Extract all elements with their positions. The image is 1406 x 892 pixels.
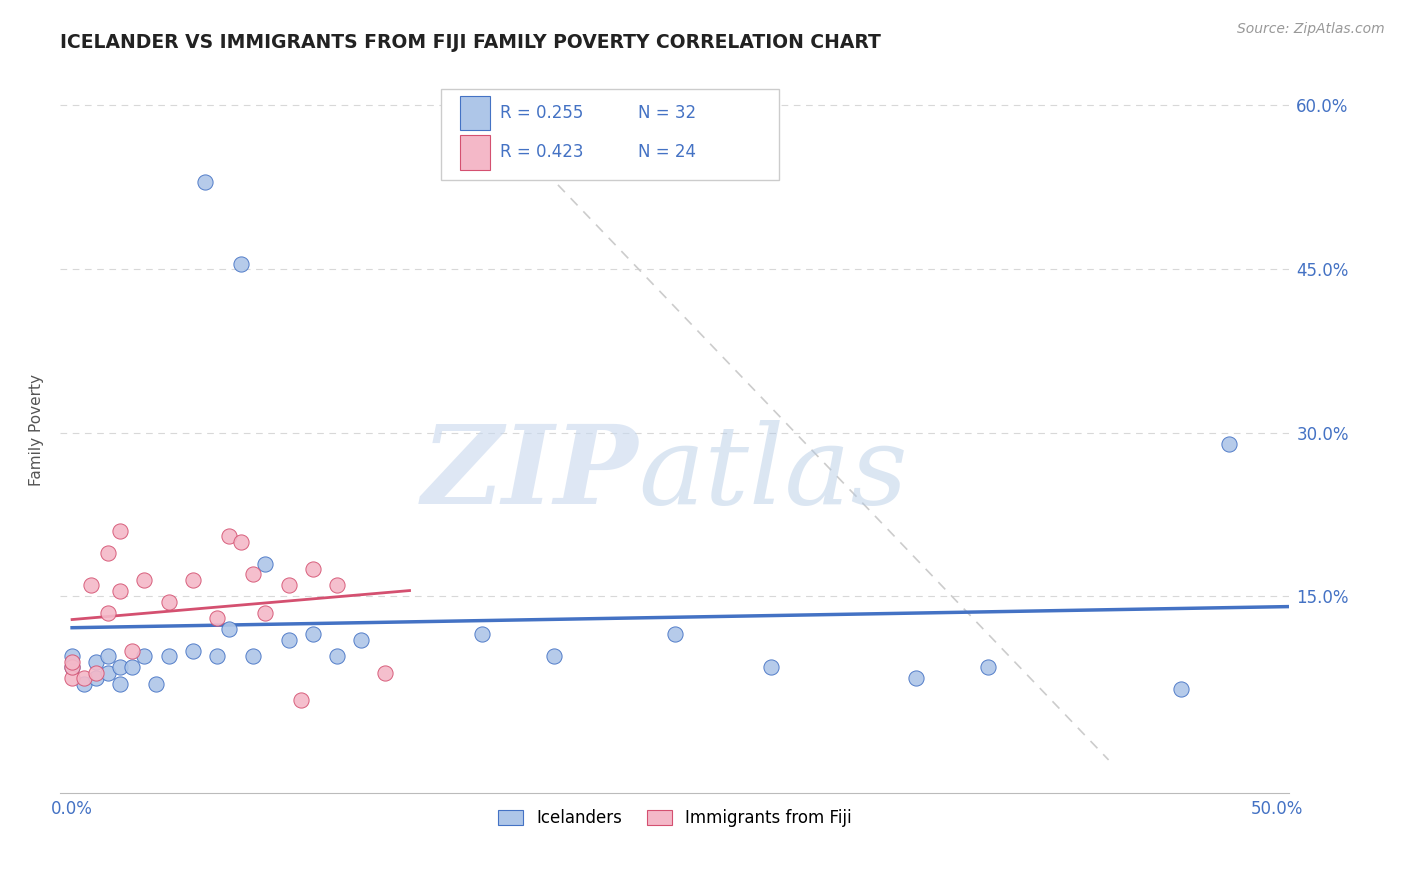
Point [60,660,83,674]
Point [1218,436,1240,450]
Point [134,573,156,587]
Point [242,649,264,664]
Point [302,627,325,641]
Point [326,649,349,664]
Point [97,606,120,620]
Point [97,546,120,560]
Point [664,627,686,641]
Point [80,578,103,592]
Point [60,649,83,664]
FancyBboxPatch shape [460,95,491,130]
Point [759,660,782,674]
Point [145,676,167,690]
Point [218,622,240,636]
Point [290,693,312,707]
Point [157,595,180,609]
Point [278,632,301,647]
Point [73,671,96,685]
Text: R = 0.255: R = 0.255 [501,104,583,122]
Point [904,671,927,685]
Legend: Icelanders, Immigrants from Fiji: Icelanders, Immigrants from Fiji [489,800,860,835]
Point [84,671,107,685]
Text: N = 32: N = 32 [638,104,696,122]
Text: R = 0.423: R = 0.423 [501,143,583,161]
Point [326,578,349,592]
Point [157,649,180,664]
Point [110,524,132,538]
Point [543,649,565,664]
Point [205,649,228,664]
Point [181,573,204,587]
Point [84,655,107,669]
Point [110,660,132,674]
Point [110,583,132,598]
Point [229,534,252,549]
Point [374,665,396,680]
Text: ZIP: ZIP [422,420,638,527]
Point [350,632,373,647]
Text: ICELANDER VS IMMIGRANTS FROM FIJI FAMILY POVERTY CORRELATION CHART: ICELANDER VS IMMIGRANTS FROM FIJI FAMILY… [60,33,882,52]
Text: Source: ZipAtlas.com: Source: ZipAtlas.com [1237,22,1385,37]
Point [205,611,228,625]
Point [84,665,107,680]
FancyBboxPatch shape [460,135,491,169]
Point [121,644,143,658]
Point [218,529,240,543]
Point [181,644,204,658]
Point [134,649,156,664]
Point [97,649,120,664]
Point [278,578,301,592]
Point [229,257,252,271]
Text: N = 24: N = 24 [638,143,696,161]
Point [977,660,1000,674]
Point [1170,681,1192,696]
Point [60,660,83,674]
Point [194,175,217,189]
Point [302,562,325,576]
Point [253,606,276,620]
Y-axis label: Family Poverty: Family Poverty [30,374,44,486]
Point [253,557,276,571]
Point [60,655,83,669]
Point [242,567,264,582]
FancyBboxPatch shape [441,89,779,179]
Point [73,676,96,690]
Text: atlas: atlas [638,420,907,527]
Point [97,665,120,680]
Point [471,627,494,641]
Point [110,676,132,690]
Point [60,671,83,685]
Point [121,660,143,674]
